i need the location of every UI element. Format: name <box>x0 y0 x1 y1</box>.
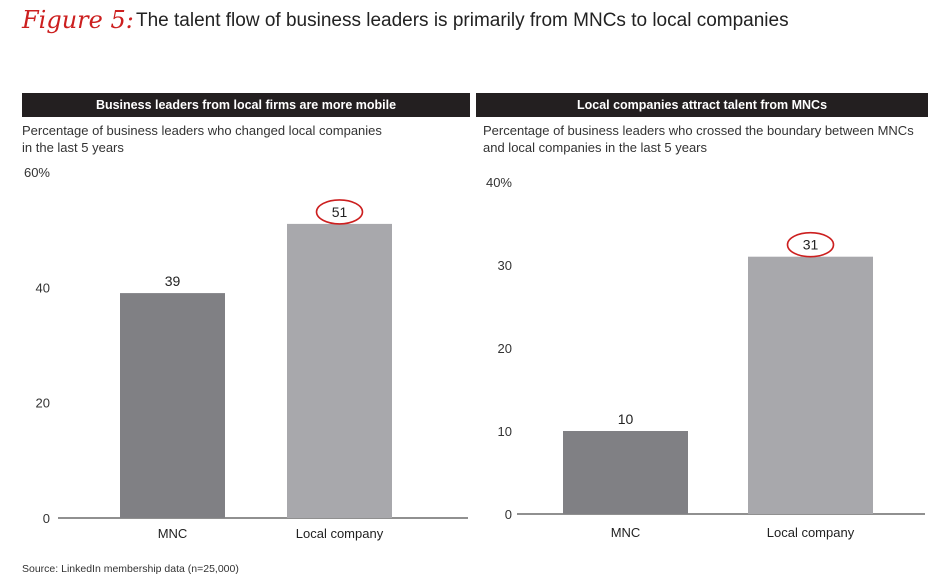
right-panel-header: Local companies attract talent from MNCs <box>476 93 928 117</box>
chart1-highlight-circle <box>786 231 835 258</box>
chart0-value-label: 39 <box>165 273 181 289</box>
chart1-category-label: MNC <box>611 525 641 540</box>
chart0-tick-label: 60% <box>24 165 50 180</box>
chart1-value-label: 10 <box>618 411 634 427</box>
left-panel-header: Business leaders from local firms are mo… <box>22 93 470 117</box>
chart1-bar-mnc <box>563 431 688 514</box>
chart1-value-label: 31 <box>803 237 819 253</box>
chart1-tick-label: 40% <box>486 175 512 190</box>
chart1-category-label: Local company <box>767 525 855 540</box>
chart0-highlight-circle <box>315 199 364 225</box>
chart0-tick-label: 40 <box>36 280 50 295</box>
chart0-value-label: 51 <box>332 204 348 220</box>
chart1-bar-local <box>748 256 873 514</box>
figure-title: The talent flow of business leaders is p… <box>136 10 789 31</box>
chart0-tick-label: 20 <box>36 396 50 411</box>
left-panel-subtitle: Percentage of business leaders who chang… <box>22 122 382 156</box>
chart0-bar-local <box>287 223 392 518</box>
right-subtitle-line2: and local companies in the last 5 years <box>483 140 708 155</box>
chart1-tick-label: 0 <box>505 507 512 522</box>
chart1-tick-label: 10 <box>498 424 512 439</box>
chart0-tick-label: 0 <box>43 511 50 526</box>
chart0-bar-mnc <box>120 293 225 518</box>
figure-label: Figure 5: <box>22 6 134 34</box>
right-panel-subtitle: Percentage of business leaders who cross… <box>483 122 914 156</box>
chart1-tick-label: 30 <box>498 258 512 273</box>
chart1-tick-label: 20 <box>498 341 512 356</box>
chart0-category-label: MNC <box>158 526 188 541</box>
chart0-category-label: Local company <box>296 526 384 541</box>
left-subtitle-line1: Percentage of business leaders who chang… <box>22 123 382 138</box>
source-note: Source: LinkedIn membership data (n=25,0… <box>22 563 239 575</box>
right-subtitle-line1: Percentage of business leaders who cross… <box>483 123 914 138</box>
left-subtitle-line2: in the last 5 years <box>22 140 124 155</box>
